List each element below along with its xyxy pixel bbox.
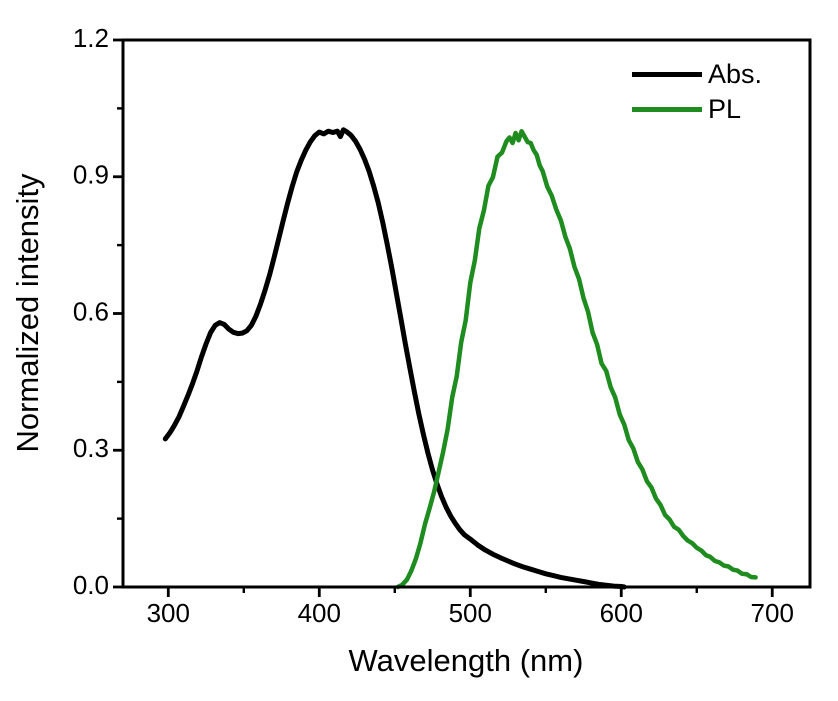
y-tick-label: 0.6 <box>73 296 109 326</box>
abs-line-swatch <box>632 72 702 77</box>
legend-item-abs: Abs. <box>632 57 762 92</box>
x-tick-label: 500 <box>449 598 492 628</box>
x-tick-label: 400 <box>298 598 341 628</box>
plot-frame <box>121 38 812 589</box>
y-tick-label: 1.2 <box>73 23 109 53</box>
x-tick-label: 600 <box>600 598 643 628</box>
y-tick-label: 0.3 <box>73 433 109 463</box>
y-tick-label: 0.9 <box>73 160 109 190</box>
x-tick-label: 300 <box>147 598 190 628</box>
legend-label-pl: PL <box>708 94 742 124</box>
x-axis-title: Wavelength (nm) <box>348 643 584 678</box>
y-axis-title: Normalized intensity <box>10 173 45 453</box>
x-tick-label: 700 <box>751 598 794 628</box>
legend-label-abs: Abs. <box>708 59 763 89</box>
pl-curve <box>395 128 758 590</box>
legend: Abs. PL <box>632 57 762 127</box>
abs-curve <box>162 127 627 590</box>
pl-line-swatch <box>632 107 702 112</box>
legend-item-pl: PL <box>632 92 762 127</box>
y-tick-label: 0.0 <box>73 570 109 600</box>
